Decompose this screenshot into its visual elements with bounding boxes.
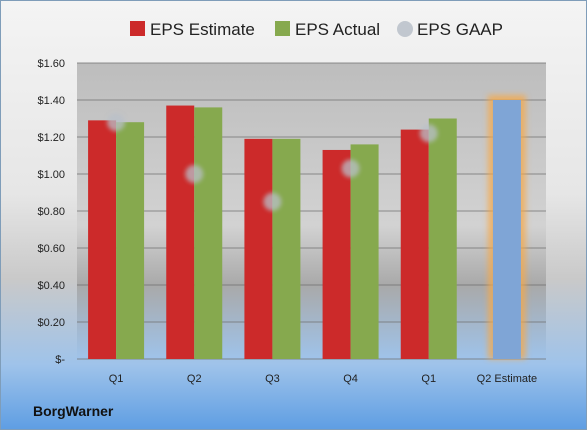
- marker-eps-gaap: [263, 192, 282, 211]
- marker-eps-gaap: [107, 113, 126, 132]
- x-tick-label: Q2: [187, 373, 202, 385]
- y-tick-label: $0.40: [37, 280, 65, 292]
- company-name: BorgWarner: [33, 403, 114, 419]
- legend-swatch-estimate: [130, 21, 145, 36]
- bar-eps-estimate: [166, 105, 195, 359]
- marker-eps-gaap: [185, 165, 204, 183]
- y-tick-label: $1.00: [37, 169, 65, 181]
- x-tick-label: Q2 Estimate: [477, 373, 538, 385]
- bar-eps-actual: [194, 107, 223, 360]
- x-tick-label: Q1: [421, 373, 436, 385]
- x-axis-ticks: Q1 Q2 Q3 Q4 Q1 Q2 Estimate: [109, 373, 537, 385]
- y-tick-label: $0.80: [37, 206, 65, 218]
- bar-eps-estimate: [88, 120, 117, 359]
- gaap-markers: [107, 113, 438, 211]
- y-axis-ticks: $- $0.20 $0.40 $0.60 $0.80 $1.00 $1.20 $1.40 $1.…: [37, 58, 65, 366]
- marker-eps-gaap: [419, 124, 438, 143]
- y-tick-label: $1.40: [37, 95, 65, 107]
- legend-label-gaap: EPS GAAP: [417, 20, 503, 39]
- legend-swatch-actual: [275, 21, 290, 36]
- x-tick-label: Q3: [265, 373, 280, 385]
- legend-swatch-gaap: [397, 21, 413, 37]
- bar-eps-estimate: [322, 149, 351, 359]
- bar-eps-actual: [272, 138, 301, 359]
- y-tick-label: $1.20: [37, 132, 65, 144]
- legend-label-actual: EPS Actual: [295, 20, 380, 39]
- x-tick-label: Q1: [109, 373, 124, 385]
- y-tick-label: $0.60: [37, 243, 65, 255]
- bars: [88, 95, 526, 360]
- marker-eps-gaap: [341, 159, 360, 178]
- bar-eps-estimate: [400, 129, 429, 359]
- bar-eps-actual: [428, 118, 457, 359]
- legend: EPS Estimate EPS Actual EPS GAAP: [130, 20, 503, 39]
- y-tick-label: $0.20: [37, 317, 65, 329]
- y-tick-label: $-: [55, 354, 65, 366]
- x-tick-label: Q4: [343, 373, 358, 385]
- grid-lines: [77, 62, 546, 360]
- y-tick-label: $1.60: [37, 58, 65, 70]
- bar-q2-estimate: [492, 100, 521, 359]
- legend-label-estimate: EPS Estimate: [150, 20, 255, 39]
- bar-eps-estimate: [244, 138, 273, 359]
- bar-eps-actual: [350, 144, 379, 359]
- bar-eps-actual: [116, 122, 145, 359]
